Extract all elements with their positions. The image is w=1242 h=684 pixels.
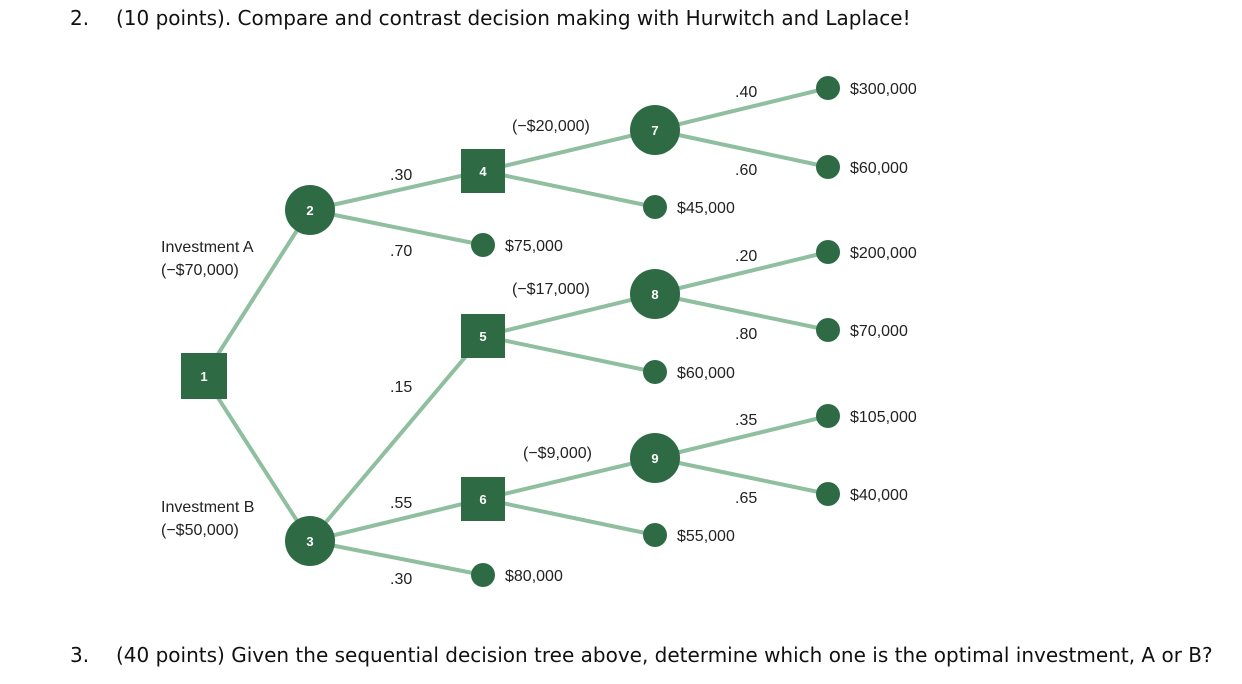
node-label-6: 6: [479, 492, 486, 507]
question-3-text: (40 points) Given the sequential decisio…: [116, 643, 1213, 667]
node-label-8: 8: [651, 287, 658, 302]
terminal-node-40k: [816, 482, 840, 506]
branch-3-end: [309, 539, 484, 577]
branch-6-9: [482, 456, 656, 501]
node-label-4: 4: [479, 164, 487, 179]
investment-b-cost: (−$50,000): [161, 522, 239, 539]
investment-a-label: Investment A: [161, 239, 254, 256]
branch-3-6: [309, 497, 484, 543]
tree-labels: Investment A (−$70,000) Investment B (−$…: [161, 81, 917, 588]
branch-2-end: [309, 208, 484, 247]
question-2-text: (10 points). Compare and contrast decisi…: [116, 6, 911, 30]
terminal-node-200k: [816, 240, 840, 264]
probability-7-b: .60: [735, 162, 757, 179]
probability-3-5: .15: [390, 379, 412, 396]
node-label-2: 2: [306, 203, 313, 218]
terminal-node-105k: [816, 404, 840, 428]
chance-node-3: [285, 516, 335, 566]
branch-6-end: [482, 497, 656, 537]
cost-node-4: (−$20,000): [512, 118, 590, 135]
question-2-number: 2.: [70, 6, 90, 30]
payoff-300k: $300,000: [850, 81, 917, 98]
branch-7-a: [654, 86, 829, 132]
probability-3-6: .55: [390, 495, 412, 512]
decision-node-6: [461, 477, 505, 521]
branch-9-a: [654, 414, 829, 460]
payoff-40k: $40,000: [850, 487, 908, 504]
branch-5-end: [482, 334, 656, 374]
decision-node-5: [461, 314, 505, 358]
payoff-80k: $80,000: [505, 568, 563, 585]
investment-b-label: Investment B: [161, 499, 254, 516]
payoff-55k: $55,000: [677, 528, 735, 545]
probability-2-4: .30: [390, 167, 412, 184]
cost-node-6: (−$9,000): [523, 445, 592, 462]
terminal-node-300k: [816, 76, 840, 100]
branch-7-b: [654, 128, 829, 169]
probability-8-a: .20: [735, 248, 757, 265]
branch-8-b: [654, 292, 829, 332]
branch-1-2: [202, 208, 312, 378]
decision-node-1: [181, 353, 227, 399]
probability-8-b: .80: [735, 326, 757, 343]
payoff-45k: $45,000: [677, 200, 735, 217]
branch-1-3: [202, 374, 312, 543]
payoff-200k: $200,000: [850, 245, 917, 262]
decision-node-4: [461, 149, 505, 193]
chance-node-2: [285, 185, 335, 235]
terminal-node-70k: [816, 318, 840, 342]
node-label-3: 3: [306, 534, 313, 549]
chance-node-8: [630, 269, 680, 319]
branch-4-end: [482, 169, 656, 209]
probability-9-b: .65: [735, 490, 757, 507]
node-label-7: 7: [651, 123, 658, 138]
payoff-60k: $60,000: [850, 160, 908, 177]
probability-2-end: .70: [390, 243, 412, 260]
terminal-node-60k: [816, 155, 840, 179]
payoff-70k: $70,000: [850, 323, 908, 340]
cost-node-5: (−$17,000): [512, 281, 590, 298]
payoff-60k-b: $60,000: [677, 365, 735, 382]
chance-node-7: [630, 105, 680, 155]
payoff-105k: $105,000: [850, 409, 917, 426]
chance-node-9: [630, 433, 680, 483]
branch-4-7: [482, 128, 656, 173]
branch-8-a: [654, 250, 829, 296]
investment-a-cost: (−$70,000): [161, 262, 239, 279]
terminal-node-80k: [471, 563, 495, 587]
terminal-node-60k-b: [643, 360, 667, 384]
payoff-75k: $75,000: [505, 238, 563, 255]
branch-5-8: [482, 292, 656, 338]
node-label-1: 1: [200, 369, 207, 384]
chance-nodes: [285, 105, 680, 566]
node-numbers: 1 2 3 4 5 6 7 8 9: [200, 123, 658, 549]
node-label-9: 9: [651, 451, 658, 466]
probability-9-a: .35: [735, 412, 757, 429]
tree-branches: [202, 86, 829, 577]
probability-7-a: .40: [735, 84, 757, 101]
branch-2-4: [309, 169, 484, 212]
probability-3-end: .30: [390, 571, 412, 588]
terminal-node-75k: [471, 233, 495, 257]
terminal-nodes: [471, 76, 840, 587]
branch-3-5: [308, 334, 485, 543]
terminal-node-55k: [643, 523, 667, 547]
question-3-number: 3.: [70, 643, 90, 667]
terminal-node-45k: [643, 195, 667, 219]
branch-9-b: [654, 456, 829, 496]
node-label-5: 5: [479, 329, 486, 344]
decision-nodes: [181, 149, 505, 521]
